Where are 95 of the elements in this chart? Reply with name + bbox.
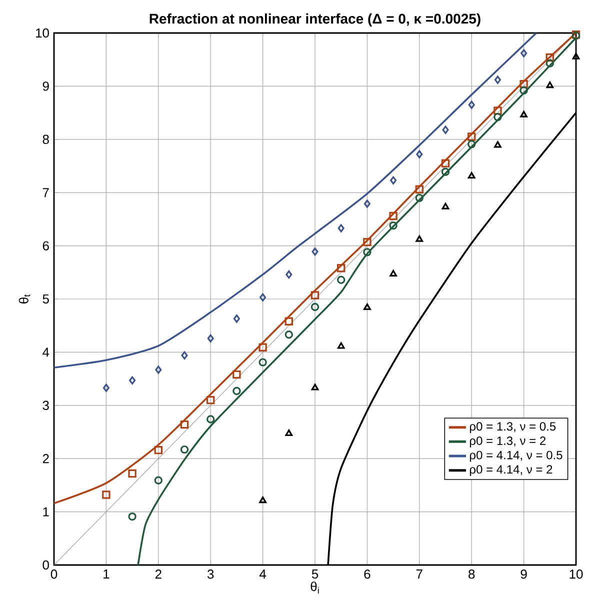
point xyxy=(180,420,189,429)
y-axis-title: θ$_{t}$ xyxy=(18,294,30,304)
point xyxy=(494,76,501,84)
point xyxy=(415,185,424,194)
point xyxy=(206,396,215,404)
point xyxy=(546,82,554,88)
point xyxy=(233,314,240,323)
point xyxy=(206,415,215,424)
y-tick-label: 5 xyxy=(42,294,49,304)
point xyxy=(468,132,476,141)
point xyxy=(154,476,162,485)
point xyxy=(180,445,189,454)
point xyxy=(572,52,580,60)
point xyxy=(364,200,370,208)
point xyxy=(520,86,528,95)
legend-label: ρ0 = 1.3, ν = 0.5 xyxy=(470,422,556,434)
legend-label: ρ0 = 1.3, ν = 2 xyxy=(470,436,546,448)
point xyxy=(546,53,554,62)
point xyxy=(286,270,292,279)
point xyxy=(311,384,319,390)
point xyxy=(284,330,294,339)
point xyxy=(416,150,423,158)
y-tick-label: 10 xyxy=(36,28,49,38)
point xyxy=(390,270,397,276)
point xyxy=(260,293,266,302)
point xyxy=(102,384,110,392)
point xyxy=(258,343,267,352)
point xyxy=(232,386,241,396)
point xyxy=(441,168,450,176)
point xyxy=(520,110,528,118)
x-tick-label: 1 xyxy=(104,570,110,578)
chart-title: Refraction at nonlinear interface (Δ = 0, κ =0.0025) xyxy=(150,13,480,26)
y-tick-label: 7 xyxy=(42,188,49,198)
y-tick-label: 3 xyxy=(42,400,49,410)
point xyxy=(389,221,398,230)
point xyxy=(415,194,424,202)
x-tick-label: 0 xyxy=(50,570,58,579)
point xyxy=(442,202,450,210)
point xyxy=(337,264,346,272)
point xyxy=(416,235,424,242)
y-tick-label: 2 xyxy=(42,454,49,464)
point xyxy=(546,59,554,68)
point xyxy=(258,358,267,366)
point xyxy=(312,248,318,256)
point xyxy=(128,469,136,478)
point xyxy=(468,100,475,109)
point xyxy=(364,303,371,310)
point xyxy=(310,302,320,312)
point xyxy=(155,366,162,374)
point xyxy=(468,172,476,179)
point xyxy=(494,112,502,122)
point xyxy=(102,490,110,499)
point xyxy=(363,248,372,256)
point xyxy=(337,342,345,349)
point xyxy=(390,176,397,184)
legend-label: ρ0 = 4.14, ν = 2 xyxy=(470,465,552,476)
x-tick-label: 3 xyxy=(207,570,214,579)
y-tick-label: 8 xyxy=(42,134,49,144)
point xyxy=(441,159,450,168)
point xyxy=(338,224,344,232)
point xyxy=(207,334,214,342)
y-tick-label: 4 xyxy=(42,348,50,357)
y-tick-label: 1 xyxy=(43,507,49,516)
point xyxy=(154,446,162,454)
point xyxy=(363,238,372,246)
line-series xyxy=(54,32,538,369)
legend-label: ρ0 = 4.14, ν = 0.5 xyxy=(470,450,562,462)
point xyxy=(389,212,398,220)
point xyxy=(232,370,241,379)
point xyxy=(181,351,188,360)
point xyxy=(494,106,502,115)
x-tick-label: 9 xyxy=(520,570,527,579)
point xyxy=(129,376,136,384)
x-tick-label: 5 xyxy=(312,570,318,579)
y-tick-label: 0 xyxy=(42,560,49,570)
x-tick-label: 10 xyxy=(570,570,583,579)
point xyxy=(442,126,449,134)
x-tick-label: 2 xyxy=(155,570,162,579)
point xyxy=(337,276,346,284)
point xyxy=(520,80,528,88)
point xyxy=(310,291,320,300)
point xyxy=(259,496,266,504)
point xyxy=(468,140,476,148)
x-tick-label: 6 xyxy=(364,570,370,579)
point xyxy=(520,49,528,58)
point xyxy=(284,317,294,326)
x-tick-label: 7 xyxy=(416,570,422,578)
x-tick-label: 4 xyxy=(259,570,266,578)
x-axis-title: θ$_{i}$ xyxy=(310,582,319,594)
point xyxy=(494,141,502,148)
point xyxy=(285,429,293,436)
y-tick-label: 6 xyxy=(42,241,49,250)
x-tick-label: 8 xyxy=(468,570,475,579)
point xyxy=(128,512,136,521)
y-tick-label: 9 xyxy=(42,82,49,91)
